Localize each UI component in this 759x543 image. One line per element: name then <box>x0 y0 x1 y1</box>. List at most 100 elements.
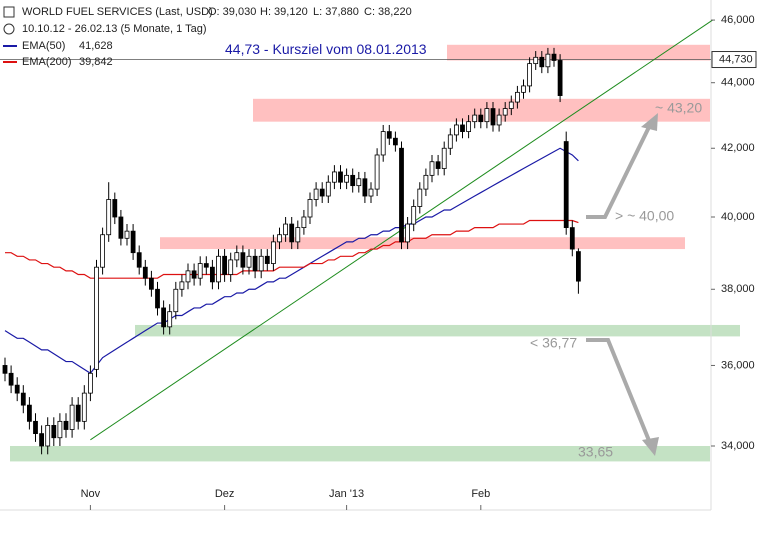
candle-body <box>270 241 276 264</box>
candle-body <box>264 255 270 264</box>
candle-body <box>521 85 526 93</box>
plot <box>0 0 740 511</box>
annotation: 33,65 <box>578 444 613 460</box>
candle-body <box>216 255 221 283</box>
candle-body <box>472 114 478 123</box>
candle-body <box>155 288 160 309</box>
candle-body <box>502 108 508 116</box>
candle-body <box>539 56 545 68</box>
candle-body <box>490 108 496 126</box>
legend-name: EMA(200) <box>22 56 72 68</box>
candle-body <box>130 230 136 254</box>
candle-body <box>551 53 557 61</box>
y-tick-label: 44,000 <box>721 77 755 89</box>
candle-body <box>142 266 148 279</box>
candle-body <box>508 101 514 109</box>
candle-body <box>26 404 32 422</box>
header-ohlc: C: 38,220 <box>364 6 412 18</box>
candle-body <box>563 141 569 229</box>
arrows <box>586 113 659 456</box>
y-tick-label: 46,000 <box>721 14 755 26</box>
candle-body <box>57 420 63 439</box>
arrow-up <box>586 124 652 219</box>
zone <box>447 44 710 61</box>
candle-body <box>368 188 374 197</box>
candle-body <box>576 251 581 282</box>
candle-body <box>313 188 319 200</box>
candle-body <box>441 147 447 169</box>
candle-body <box>289 223 295 243</box>
candle-body <box>344 174 350 183</box>
candle-body <box>124 230 130 239</box>
arrow-head <box>642 437 659 456</box>
candle-body <box>234 252 240 261</box>
candle-body <box>453 124 459 136</box>
y-tick-label: 40,000 <box>721 211 755 223</box>
zone <box>10 445 710 462</box>
candle-body <box>94 266 99 370</box>
arrow-head <box>641 113 658 131</box>
candle-body <box>350 174 356 187</box>
candle-body <box>331 171 337 183</box>
overlay: 34,000 36,000 38,000 40,000 42,000 44,000 46,0… <box>3 6 757 510</box>
candle-body <box>380 131 386 156</box>
candle-body <box>161 307 167 328</box>
candle-body <box>173 288 179 313</box>
candle-body <box>338 171 343 183</box>
candle-body <box>447 134 453 149</box>
candle-body <box>228 259 234 275</box>
candle-body <box>386 131 392 139</box>
candle-body <box>252 255 258 272</box>
candle-body <box>20 392 26 406</box>
arrow-down <box>586 338 652 444</box>
candle-body <box>33 420 38 435</box>
candle-body <box>478 114 484 123</box>
y-tick-label: 42,000 <box>721 142 755 154</box>
candle-body <box>136 252 142 268</box>
candle-body <box>435 161 441 169</box>
candle-body <box>45 425 51 447</box>
candle-body <box>14 384 20 394</box>
candle-body <box>148 277 154 290</box>
x-tick-label: Feb <box>471 488 490 500</box>
candle-body <box>246 255 252 268</box>
annotation: > ~ 40,00 <box>615 208 674 224</box>
candle-body <box>533 56 539 65</box>
candle-body <box>51 425 57 439</box>
legend-name: EMA(50) <box>22 40 65 52</box>
candle-body <box>179 281 185 290</box>
candle-body <box>75 404 81 422</box>
candle-body <box>167 311 173 328</box>
candle-body <box>356 178 362 187</box>
candle-body <box>545 53 551 68</box>
header-ohlc: H: 39,120 <box>260 6 308 18</box>
legend-value: 41,628 <box>79 40 113 52</box>
candle-body <box>405 223 411 243</box>
annotation: ~ 43,20 <box>655 99 702 115</box>
header-title: WORLD FUEL SERVICES (Last, USD) <box>22 6 213 18</box>
candle-body <box>466 121 472 132</box>
candle-body <box>557 60 563 96</box>
y-tick-label: 36,000 <box>721 359 755 371</box>
candle-body <box>277 234 282 243</box>
zone <box>160 237 685 250</box>
candle-body <box>362 178 368 197</box>
candle-body <box>222 255 228 275</box>
candle-body <box>191 270 197 279</box>
candle-body <box>301 216 307 229</box>
candle-body <box>2 365 8 374</box>
candle-body <box>203 263 209 268</box>
target-box <box>711 51 757 69</box>
candle-body <box>63 420 69 430</box>
ema-line <box>5 219 579 279</box>
candle-body <box>417 188 423 207</box>
annotation: < 36,77 <box>530 335 577 351</box>
candle-body <box>325 181 331 197</box>
candle-body <box>88 372 93 394</box>
candle-body <box>112 199 118 218</box>
x-tick-label: Nov <box>81 488 101 500</box>
candle-body <box>185 270 191 283</box>
candle-body <box>460 124 465 132</box>
header-ohlc: O: 39,030 <box>208 6 256 18</box>
